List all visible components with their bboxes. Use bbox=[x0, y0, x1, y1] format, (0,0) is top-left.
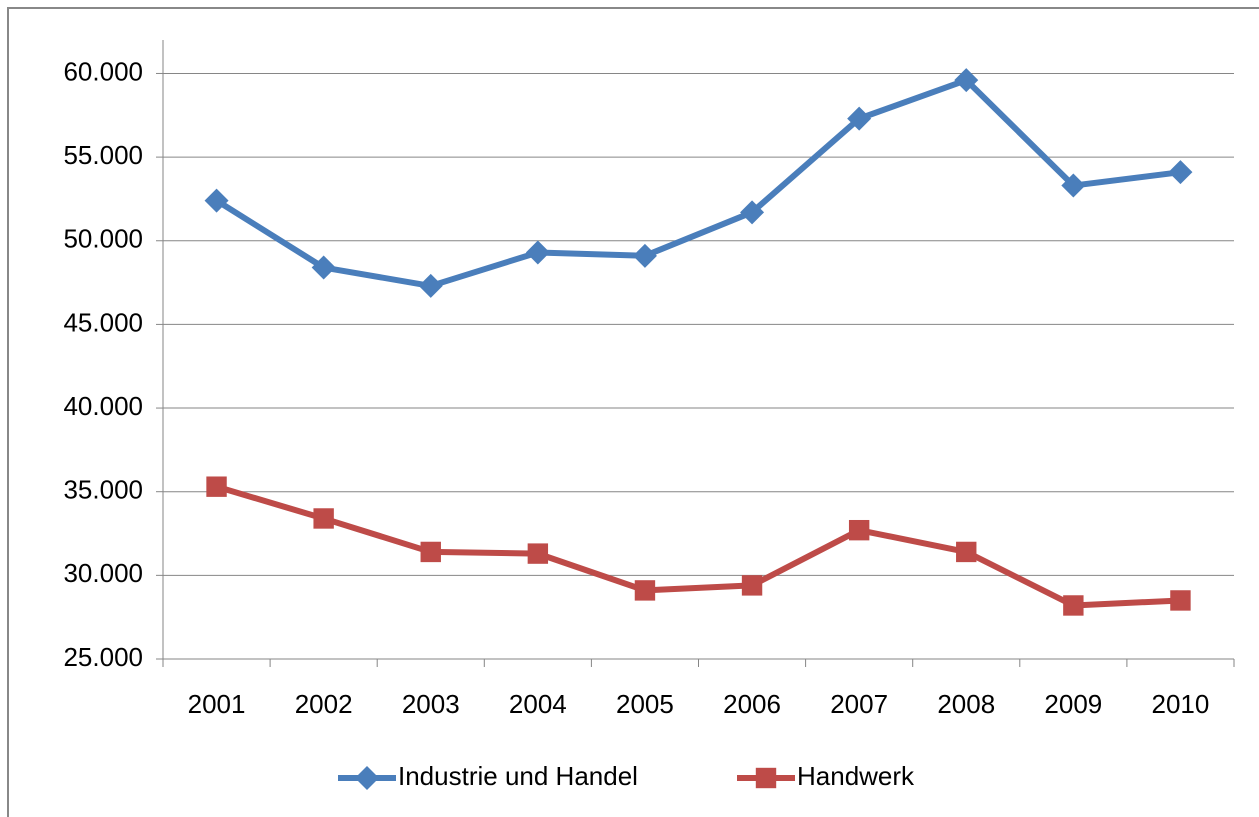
marker bbox=[204, 188, 229, 213]
marker bbox=[420, 541, 441, 563]
marker bbox=[206, 476, 227, 497]
legend-label: Handwerk bbox=[797, 761, 915, 791]
marker bbox=[313, 508, 334, 529]
marker bbox=[527, 543, 549, 564]
marker bbox=[632, 243, 657, 268]
marker bbox=[741, 575, 763, 596]
marker bbox=[418, 273, 443, 298]
y-tick-label: 25.000 bbox=[63, 642, 143, 672]
x-tick-label: 2006 bbox=[723, 689, 781, 719]
x-tick-label: 2009 bbox=[1044, 689, 1102, 719]
y-tick-label: 45.000 bbox=[63, 307, 143, 337]
x-tick-label: 2004 bbox=[509, 689, 567, 719]
x-tick-label: 2001 bbox=[188, 689, 246, 719]
series-line bbox=[214, 77, 1181, 289]
marker bbox=[740, 200, 765, 225]
marker bbox=[1168, 160, 1193, 185]
x-tick-label: 2005 bbox=[616, 689, 674, 719]
x-tick-label: 2007 bbox=[830, 689, 888, 719]
y-tick-label: 50.000 bbox=[63, 224, 143, 254]
y-tick-label: 55.000 bbox=[63, 140, 143, 170]
series-line bbox=[215, 483, 1181, 609]
legend-marker bbox=[355, 766, 379, 790]
x-tick-label: 2002 bbox=[295, 689, 353, 719]
marker bbox=[634, 580, 656, 601]
marker bbox=[525, 240, 550, 265]
y-tick-label: 30.000 bbox=[63, 558, 143, 588]
y-tick-label: 40.000 bbox=[63, 391, 143, 421]
marker bbox=[1170, 590, 1191, 611]
x-tick-label: 2008 bbox=[937, 689, 995, 719]
chart-frame bbox=[7, 7, 1259, 817]
x-tick-label: 2003 bbox=[402, 689, 460, 719]
marker bbox=[1061, 173, 1086, 198]
legend-marker bbox=[755, 767, 777, 789]
marker bbox=[848, 519, 870, 541]
marker bbox=[311, 255, 336, 280]
marker bbox=[956, 541, 977, 563]
y-tick-label: 60.000 bbox=[63, 56, 143, 86]
y-tick-label: 35.000 bbox=[63, 475, 143, 505]
x-tick-label: 2010 bbox=[1152, 689, 1210, 719]
marker bbox=[1063, 595, 1084, 616]
marker bbox=[847, 106, 872, 131]
marker bbox=[954, 68, 979, 93]
legend-label: Industrie und Handel bbox=[398, 761, 638, 791]
